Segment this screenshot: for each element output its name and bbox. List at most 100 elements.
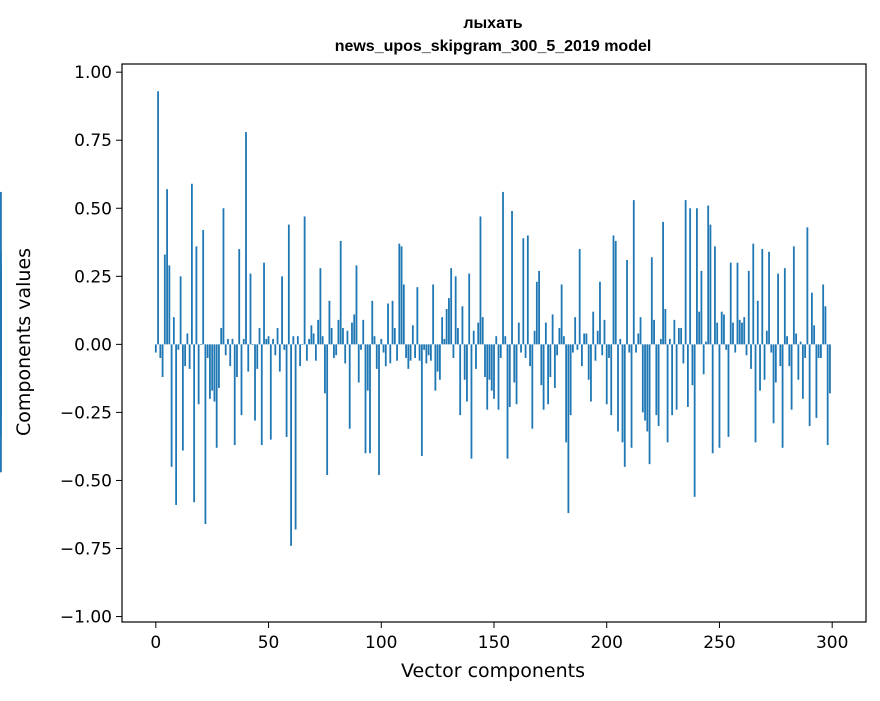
bar-67 xyxy=(305,344,308,361)
bar-44 xyxy=(254,344,256,421)
bar-180 xyxy=(560,284,563,345)
bar-119 xyxy=(423,344,426,350)
bar-48 xyxy=(263,262,265,345)
bar-62 xyxy=(294,344,297,530)
bar-124 xyxy=(434,344,437,391)
bar-45 xyxy=(256,344,259,369)
bar-159 xyxy=(513,344,516,383)
bar-155 xyxy=(504,336,507,345)
bar-79 xyxy=(333,344,335,358)
bar-41 xyxy=(247,344,250,372)
bar-93 xyxy=(364,344,367,454)
bar-28 xyxy=(218,344,220,388)
bar-246 xyxy=(709,224,712,345)
y-tick-label: 0.00 xyxy=(74,335,112,355)
bar-151 xyxy=(495,336,498,345)
bar-172 xyxy=(542,344,545,410)
bar-231 xyxy=(675,344,678,410)
bar-213 xyxy=(635,344,637,353)
y-axis-label: Components values xyxy=(13,248,35,436)
bar-229 xyxy=(671,344,674,416)
bar-197 xyxy=(599,281,601,345)
bar-102 xyxy=(384,344,387,367)
bar-118 xyxy=(420,344,423,456)
bar-105 xyxy=(391,300,394,345)
bar-88 xyxy=(353,314,356,345)
bar-3 xyxy=(161,344,164,378)
bar-115 xyxy=(414,344,416,358)
bar-257 xyxy=(734,344,737,353)
bar-288 xyxy=(804,344,807,358)
bar-264 xyxy=(750,344,752,369)
bar-74 xyxy=(321,336,324,345)
bar-27 xyxy=(215,344,218,448)
bar-250 xyxy=(718,344,721,448)
bar-255 xyxy=(729,262,732,345)
bar-273 xyxy=(770,344,773,353)
bar-196 xyxy=(596,330,599,345)
bar-104 xyxy=(389,344,392,364)
bar-277 xyxy=(779,344,782,367)
bar-222 xyxy=(655,344,658,416)
bar-225 xyxy=(662,221,664,345)
bar-224 xyxy=(659,338,662,345)
bar-241 xyxy=(698,311,701,345)
bar-16 xyxy=(190,183,193,345)
bar-126 xyxy=(438,344,441,380)
bar-243 xyxy=(702,344,705,375)
bar-188 xyxy=(578,249,581,345)
bar-244 xyxy=(705,341,707,345)
bar-185 xyxy=(572,344,574,353)
bar-256 xyxy=(732,322,734,345)
bar-42 xyxy=(249,273,252,345)
bar-86 xyxy=(348,344,351,429)
bar-108 xyxy=(398,243,401,345)
bar-7 xyxy=(170,344,173,467)
bar-235 xyxy=(684,200,687,345)
bar-296 xyxy=(822,284,825,345)
bar-58 xyxy=(285,344,288,437)
bar-53 xyxy=(274,344,277,356)
bar-99 xyxy=(378,344,380,476)
bar-148 xyxy=(488,344,491,380)
bar-98 xyxy=(375,344,378,369)
bar-221 xyxy=(653,319,655,345)
bar-217 xyxy=(644,344,646,421)
bar-135 xyxy=(459,344,462,416)
bar-131 xyxy=(450,268,453,345)
bar-282 xyxy=(790,344,793,410)
bar-234 xyxy=(682,344,685,364)
bar-226 xyxy=(664,308,667,345)
bar-117 xyxy=(418,344,421,361)
y-tick-label: −1.00 xyxy=(60,608,112,628)
bar-286 xyxy=(799,341,802,345)
bar-76 xyxy=(326,344,329,476)
bar-157 xyxy=(508,344,511,407)
bar-202 xyxy=(610,344,613,416)
bar-11 xyxy=(179,276,182,345)
bar-72 xyxy=(317,319,320,345)
bar-278 xyxy=(781,344,784,448)
bar-132 xyxy=(452,344,455,358)
bar-190 xyxy=(583,333,586,345)
bar-276 xyxy=(777,273,779,345)
bar-47 xyxy=(260,344,263,446)
bar-262 xyxy=(745,344,748,356)
bar-258 xyxy=(736,262,739,345)
bar-38 xyxy=(240,344,243,416)
bar-215 xyxy=(639,317,642,345)
x-tick-label: 150 xyxy=(478,633,510,653)
bar-285 xyxy=(797,344,800,380)
bar-267 xyxy=(756,300,759,345)
bar-130 xyxy=(448,298,450,345)
x-axis-label: Vector components xyxy=(401,660,585,682)
bar-134 xyxy=(457,328,459,345)
bar-178 xyxy=(556,344,559,356)
y-tick-label: 0.25 xyxy=(74,267,112,287)
bar-undefined xyxy=(0,265,2,345)
bar-110 xyxy=(402,284,405,345)
bar-9 xyxy=(175,344,178,505)
bar-51 xyxy=(269,344,272,440)
bar-299 xyxy=(829,344,831,394)
bar-4 xyxy=(163,254,166,345)
